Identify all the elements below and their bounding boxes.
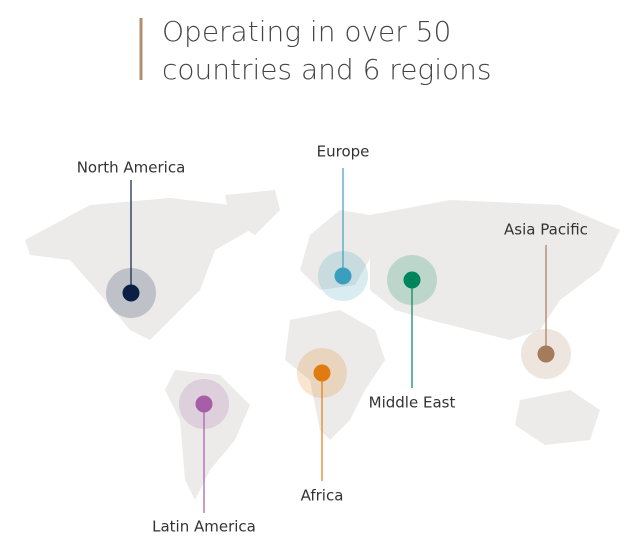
region-label: Africa (301, 487, 344, 505)
title-line: Operating in over 50 (162, 15, 451, 48)
region-label: Latin America (152, 518, 256, 536)
pin-dot (195, 395, 213, 413)
region-label: Asia Pacific (504, 221, 588, 239)
pin-dot (313, 364, 331, 382)
world-map (25, 190, 620, 500)
pin-dot (334, 267, 352, 285)
pin-dot (403, 271, 421, 289)
region-label: Middle East (369, 394, 456, 412)
pin-dot (122, 284, 140, 302)
region-label: North America (77, 159, 186, 177)
pin-dot (537, 345, 555, 363)
title-line: countries and 6 regions (162, 53, 491, 86)
region-label: Europe (317, 143, 370, 161)
region-pins: North America Europe Middle East Asia Pacif… (77, 143, 588, 536)
